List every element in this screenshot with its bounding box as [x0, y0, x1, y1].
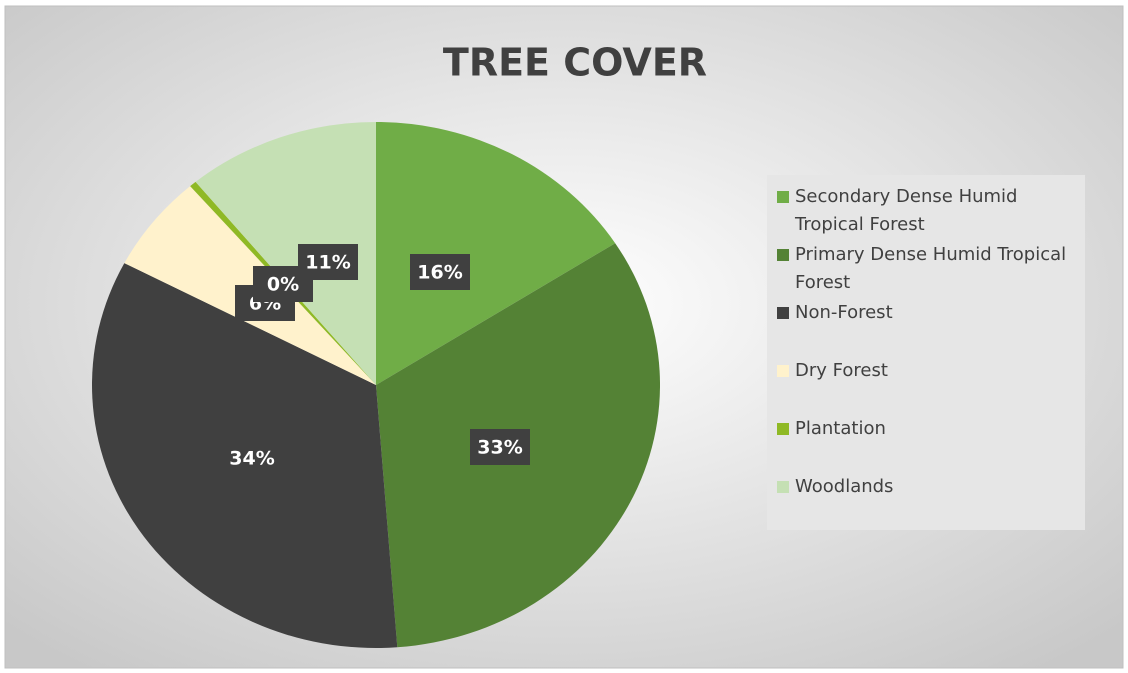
legend-swatch — [777, 249, 789, 261]
data-label-text: 16% — [417, 262, 462, 284]
legend-entry: Primary Dense Humid Tropical Forest — [777, 241, 1075, 299]
legend-label: Secondary Dense Humid Tropical Forest — [795, 186, 1018, 235]
data-label-box — [298, 244, 358, 280]
legend-label: Primary Dense Humid Tropical Forest — [795, 244, 1067, 293]
data-label-box — [470, 429, 530, 465]
data-label-text: 34% — [229, 448, 274, 470]
data-label: 0% — [253, 266, 313, 302]
data-label-text: 33% — [477, 437, 522, 459]
data-label-text: 0% — [267, 274, 299, 296]
data-label: 16% — [410, 254, 470, 290]
legend-swatch — [777, 481, 789, 493]
legend-swatch — [777, 191, 789, 203]
data-label-text: 11% — [305, 252, 350, 274]
data-label-box — [222, 440, 282, 476]
legend-entry: Secondary Dense Humid Tropical Forest — [777, 183, 1075, 241]
legend-entry: Non-Forest — [777, 299, 1075, 357]
pie-slice — [195, 122, 376, 385]
data-label: 34% — [222, 440, 282, 476]
data-label: 11% — [298, 244, 358, 280]
data-label-box — [410, 254, 470, 290]
legend-entry: Dry Forest — [777, 357, 1075, 415]
pie-slice — [376, 122, 616, 385]
data-label: 33% — [470, 429, 530, 465]
legend-entry: Woodlands — [777, 473, 1075, 531]
legend-label: Non-Forest — [795, 302, 893, 323]
legend: Secondary Dense Humid Tropical Forest Pri… — [767, 175, 1085, 530]
chart-title: TREE COVER — [443, 41, 707, 85]
legend-swatch — [777, 307, 789, 319]
legend-entry: Plantation — [777, 415, 1075, 473]
legend-label: Dry Forest — [795, 360, 888, 381]
legend-label: Woodlands — [795, 476, 894, 497]
legend-swatch — [777, 365, 789, 377]
legend-swatch — [777, 423, 789, 435]
legend-label: Plantation — [795, 418, 886, 439]
